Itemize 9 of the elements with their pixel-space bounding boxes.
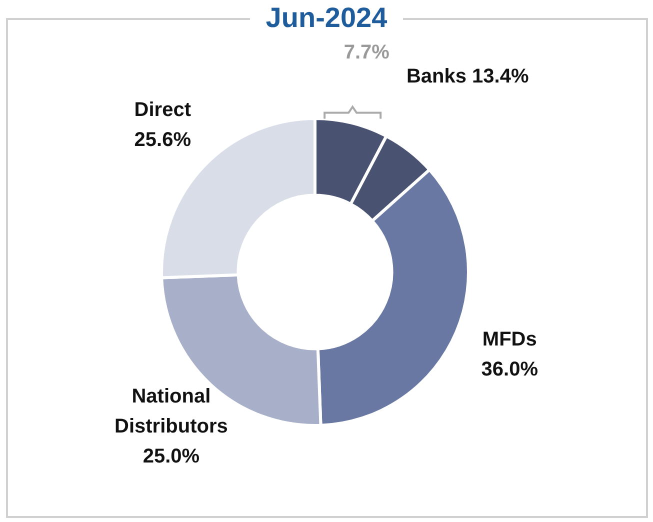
text: Banks 13.4% [406, 66, 529, 88]
slice-label: MFDs [482, 328, 537, 350]
data-label: 7.7% [344, 41, 390, 64]
data-label: 36.0% [481, 358, 538, 380]
data-label: 25.0% [142, 446, 200, 468]
slice-label: National Distributors [114, 386, 228, 438]
chart-title: Jun-2024 [250, 2, 404, 33]
data-label: 25.6% [134, 128, 192, 151]
slice-label: Direct [134, 98, 192, 121]
